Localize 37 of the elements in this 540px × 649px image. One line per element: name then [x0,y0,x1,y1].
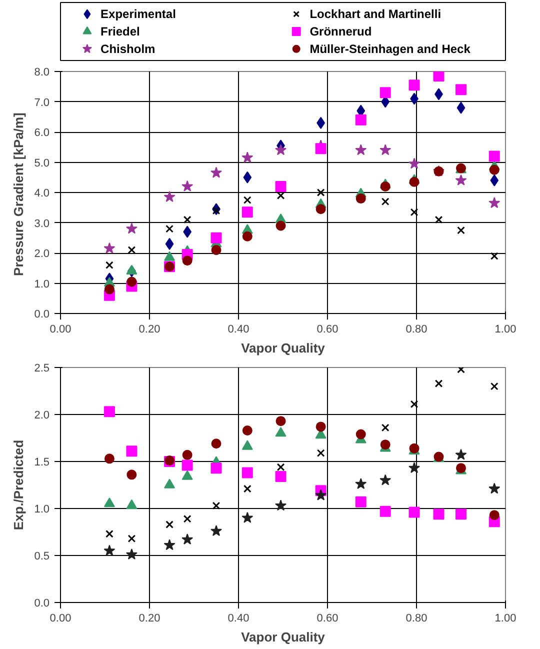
legend-label: Experimental [100,7,176,22]
legend-label: Lockhart and Martinelli [310,7,442,22]
legend-label: Chisholm [100,42,156,56]
x-tick-label: 0.20 [138,324,160,336]
y-tick-label: 1.0 [34,504,50,516]
y-tick-label: 2.5 [34,362,50,374]
y-tick-label: 5.0 [34,157,50,170]
y-tick-label: 4.0 [34,188,50,200]
y-tick-label: 0.0 [34,308,50,320]
x-tick-label: 1.00 [494,324,516,336]
y-tick-label: 6.0 [34,127,50,139]
x-tick-label: 0.80 [406,324,428,336]
y-tick-label: 1.0 [34,278,50,290]
y-tick-label: 0.0 [34,598,50,610]
x-tick-label: 0.60 [316,612,338,624]
x-tick-label: 0.00 [50,324,72,336]
y-tick-label: 8.0 [34,66,50,78]
y-tick-label: 2.0 [34,410,50,422]
x-tick-label: 0.00 [50,612,72,624]
y-tick-label: 0.5 [34,550,50,562]
x-tick-label: 1.00 [494,612,516,624]
x-tick-label: 0.20 [138,612,160,624]
x-tick-label: 0.80 [406,612,428,624]
y-axis-title: Pressure Gradient [kPa/m] [11,112,26,276]
x-tick-label: 0.40 [228,612,250,624]
y-axis-title: Exp./Predicted [11,440,26,530]
x-axis-title: Vapor Quality [241,630,326,644]
y-tick-label: 2.0 [34,248,50,260]
legend-label: Grönnerud [310,24,372,38]
x-tick-label: 0.40 [228,324,250,336]
legend-label: Friedel [100,24,140,38]
legend-label: Müller-Steinhagen and Heck [310,42,471,56]
y-tick-label: 7.0 [34,96,50,109]
y-tick-label: 3.0 [34,218,50,230]
x-axis-title: Vapor Quality [241,340,326,356]
y-tick-label: 1.5 [34,456,50,468]
x-tick-label: 0.60 [316,324,338,336]
